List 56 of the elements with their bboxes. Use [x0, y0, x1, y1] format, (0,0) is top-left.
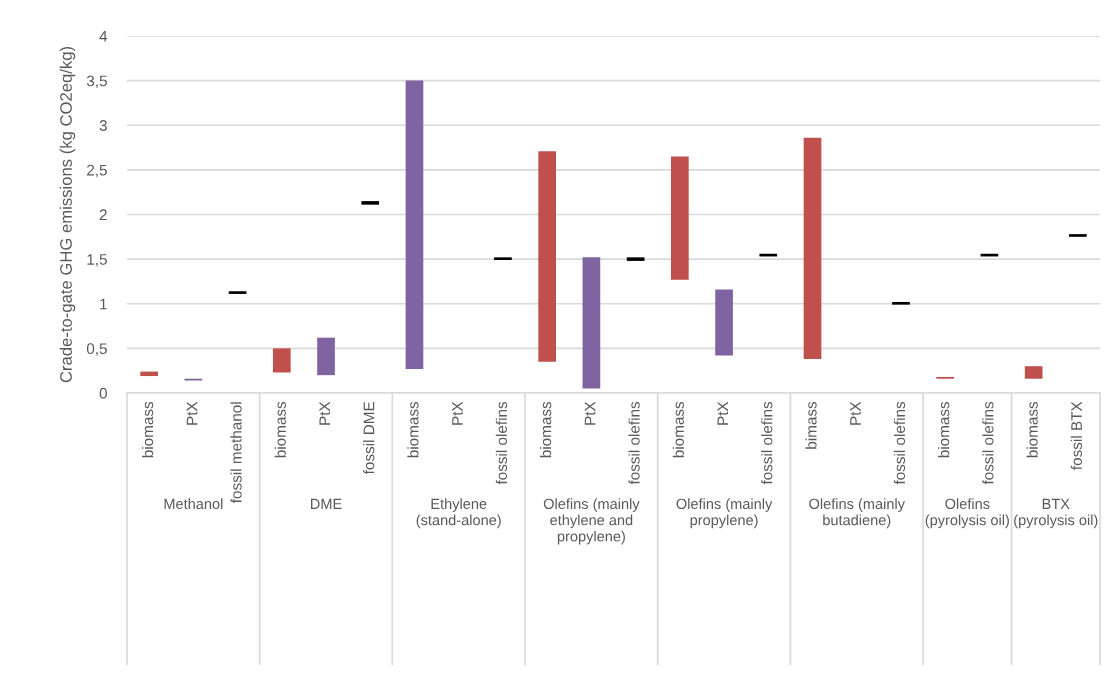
bar	[228, 291, 247, 294]
text: Olefins (mainly ethylene and propylene)	[543, 498, 640, 545]
x-tick-label: PtX	[584, 401, 596, 425]
bar	[272, 348, 291, 373]
x-tick-label: fossil olefins	[761, 401, 773, 485]
y-axis-title: Crade-to-gate GHG emissions (kg CO2eq/kg)	[59, 46, 76, 383]
x-tick-label: fossil DME	[363, 401, 375, 475]
x-tick-label: bimass	[805, 401, 817, 449]
text: BTX (pyrolysis oil)	[1014, 498, 1098, 529]
bar	[1069, 234, 1087, 237]
x-tick-label: biomass	[540, 401, 552, 458]
x-tick-label: biomass	[274, 401, 286, 458]
x-tick-label: PtX	[319, 401, 331, 425]
x-tick-label: fossil methanol	[230, 402, 242, 504]
x-tick-label: biomass	[938, 401, 950, 458]
x-tick-label: biomass	[1026, 401, 1038, 458]
x-tick-label: biomass	[141, 401, 154, 458]
bar	[671, 156, 689, 280]
y-tick-label: 3,5	[86, 75, 107, 89]
bar	[892, 301, 910, 305]
x-tick-label: fossil olefins	[893, 401, 906, 485]
y-tick-label: 1,5	[87, 254, 107, 267]
bar	[582, 257, 601, 389]
x-tick-label: fossil olefins	[628, 401, 640, 485]
x-tick-label: PtX	[452, 401, 463, 425]
bar	[140, 371, 158, 377]
y-tick-label: 0,5	[86, 343, 107, 356]
y-tick-label: 0	[99, 387, 107, 399]
y-tick-label: 1	[100, 298, 107, 310]
bar	[1024, 366, 1043, 379]
x-tick-label: PtX	[850, 401, 861, 425]
text: Ethylene (stand-alone)	[416, 498, 501, 529]
text: DME	[311, 498, 342, 509]
text: Olefins (mainly butadiene)	[809, 498, 905, 529]
bar	[715, 289, 733, 356]
bar	[405, 80, 424, 369]
x-tick-label: biomass	[672, 401, 684, 458]
x-tick-label: biomass	[407, 401, 419, 458]
bar	[317, 337, 335, 376]
x-tick-label: PtX	[717, 401, 729, 425]
x-tick-label: fossil olefins	[495, 401, 508, 485]
bar	[803, 137, 822, 360]
x-tick-label: fossil olefins	[982, 401, 994, 485]
text: Olefins (mainly propylene)	[676, 498, 773, 529]
y-tick-label: 4	[99, 31, 108, 42]
bar	[361, 201, 380, 205]
bar	[538, 151, 556, 362]
y-tick-label: 3	[99, 120, 107, 131]
text: Olefins (pyrolysis oil)	[925, 498, 1009, 529]
x-tick-label: fossil BTX	[1070, 401, 1082, 470]
bar	[494, 257, 512, 261]
text: Methanol	[164, 498, 223, 510]
bar	[626, 257, 645, 261]
y-tick-label: 2,5	[87, 164, 107, 178]
y-tick-label: 2	[99, 209, 107, 221]
x-tick-label: PtX	[186, 401, 198, 425]
